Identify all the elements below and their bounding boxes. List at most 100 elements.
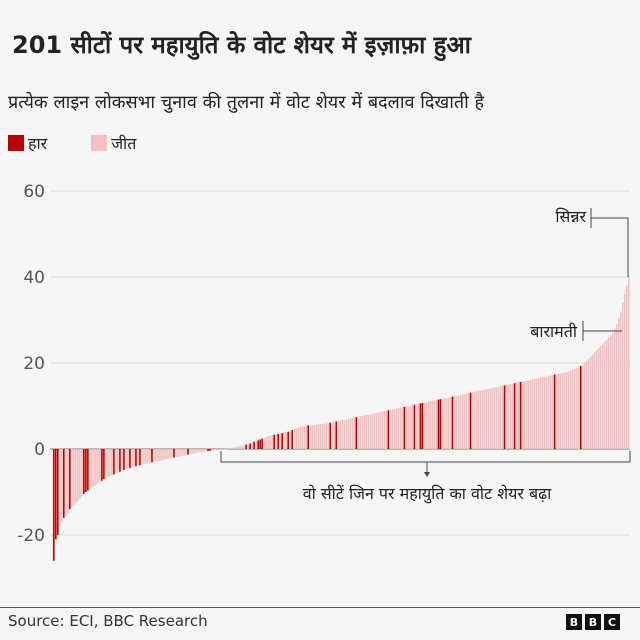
- bar-loss: [287, 431, 290, 449]
- bar-win: [175, 449, 177, 458]
- bar-win: [223, 449, 225, 450]
- bar-win: [303, 426, 306, 449]
- bar-loss: [291, 430, 294, 449]
- bar-win: [195, 449, 197, 453]
- legend-swatch-win: [91, 135, 108, 151]
- bar-win: [215, 449, 217, 451]
- bar-win: [361, 415, 364, 449]
- bar-win: [347, 418, 350, 449]
- bar-win: [323, 423, 326, 449]
- bar-win: [619, 311, 622, 449]
- bar-win: [599, 345, 602, 449]
- bar-win: [313, 424, 316, 449]
- bar-win: [611, 332, 614, 449]
- bar-win: [625, 285, 628, 449]
- bar-win: [495, 387, 498, 449]
- bar-win: [163, 449, 165, 460]
- bar-win: [587, 358, 590, 449]
- bar-win: [603, 341, 606, 449]
- bar-win: [99, 449, 101, 483]
- bar-win: [177, 449, 179, 457]
- bar-win: [67, 449, 69, 514]
- bar-win: [589, 356, 592, 449]
- bar-win: [429, 401, 432, 449]
- bar-win: [205, 449, 207, 452]
- bar-win: [227, 448, 229, 450]
- bar-win: [341, 420, 344, 449]
- bar-win: [275, 434, 277, 449]
- bar-loss: [335, 421, 338, 449]
- annotation-baramati-leader: [582, 321, 622, 341]
- bar-win: [389, 409, 392, 449]
- bar-win: [251, 442, 253, 449]
- bar-loss: [101, 449, 103, 481]
- bar-win: [533, 378, 536, 449]
- bar-win: [357, 416, 360, 449]
- bar-win: [181, 449, 183, 456]
- bar-loss: [387, 410, 390, 449]
- bar-win: [81, 449, 83, 497]
- bar-win: [111, 449, 113, 476]
- bar-win: [339, 420, 342, 449]
- bar-win: [575, 368, 578, 449]
- bar-win: [475, 391, 478, 449]
- bar-win: [531, 379, 534, 449]
- bar-win: [477, 390, 480, 449]
- y-tick-label: 20: [23, 354, 45, 374]
- bar-win: [521, 381, 524, 449]
- bar-win: [473, 391, 476, 449]
- bar-win: [89, 449, 91, 490]
- bar-win: [367, 414, 370, 449]
- bar-win: [585, 360, 588, 449]
- bar-win: [217, 449, 219, 450]
- bar-loss: [253, 441, 255, 449]
- bar-win: [605, 339, 608, 449]
- bar-win: [193, 449, 195, 454]
- bar-win: [263, 437, 265, 449]
- bar-win: [157, 449, 159, 462]
- bar-win: [507, 384, 510, 449]
- bar-win: [239, 445, 241, 449]
- bar-loss: [281, 433, 283, 449]
- legend-label-win: जीत: [111, 134, 137, 153]
- bar-win: [555, 374, 558, 449]
- bar-win: [169, 449, 171, 459]
- bar-win: [609, 335, 612, 449]
- bracket-arrow-icon: [424, 472, 430, 477]
- bar-win: [441, 398, 444, 449]
- bar-win: [515, 382, 518, 449]
- bar-win: [179, 449, 181, 457]
- bar-win: [71, 449, 73, 508]
- bar-loss: [245, 444, 247, 449]
- annotation-sinnar-leader: [590, 208, 629, 277]
- bar-win: [489, 388, 492, 449]
- bar-win: [627, 277, 630, 449]
- bar-win: [219, 449, 221, 450]
- bar-win: [337, 421, 340, 449]
- bar-win: [399, 407, 402, 449]
- legend-item-loss: हार: [8, 132, 47, 154]
- legend-item-win: जीत: [91, 132, 136, 154]
- bar-win: [415, 404, 418, 449]
- bar-win: [433, 400, 436, 449]
- bar-loss: [63, 449, 65, 518]
- bar-win: [365, 415, 368, 449]
- bar-win: [423, 402, 426, 449]
- bar-win: [493, 387, 496, 449]
- bar-win: [549, 375, 552, 449]
- bar-win: [295, 428, 298, 449]
- bar-win: [73, 449, 75, 505]
- y-tick-label: -20: [17, 526, 45, 546]
- bar-win: [147, 449, 149, 464]
- bar-win: [285, 432, 288, 449]
- bar-win: [167, 449, 169, 459]
- bar-win: [243, 445, 245, 449]
- bar-loss: [129, 449, 131, 468]
- bar-win: [455, 395, 458, 449]
- bar-win: [445, 397, 448, 449]
- bar-loss: [579, 366, 582, 449]
- bar-win: [153, 449, 155, 462]
- bar-loss: [329, 422, 332, 449]
- bar-win: [383, 411, 386, 449]
- bar-win: [185, 449, 187, 456]
